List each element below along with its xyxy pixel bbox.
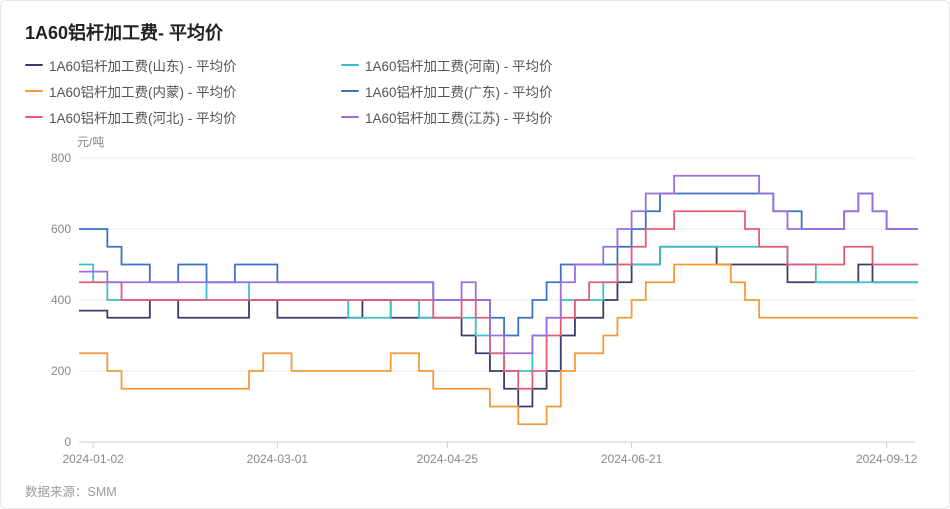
legend-label: 1A60铝杆加工费(山东) - 平均价: [49, 55, 237, 75]
plot-area: 0 200 400 600 800 2024-01-02 2024-03-01 2024-04…: [25, 152, 925, 472]
series-shandong: [79, 247, 918, 407]
y-tick-label: 400: [31, 293, 71, 307]
legend-swatch: [25, 90, 43, 93]
x-tick-label: 2024-01-02: [62, 452, 123, 466]
legend-label: 1A60铝杆加工费(内蒙) - 平均价: [49, 81, 237, 101]
legend-item-jiangsu[interactable]: 1A60铝杆加工费(江苏) - 平均价: [341, 107, 621, 127]
chart-card: 1A60铝杆加工费- 平均价 1A60铝杆加工费(山东) - 平均价1A60铝杆…: [0, 0, 950, 509]
x-tick-label: 2024-06-21: [601, 452, 662, 466]
series-neimeng: [79, 265, 918, 425]
legend-label: 1A60铝杆加工费(广东) - 平均价: [365, 81, 553, 101]
legend: 1A60铝杆加工费(山东) - 平均价 1A60铝杆加工费(河南) - 平均价 1A…: [25, 55, 925, 127]
legend-item-henan[interactable]: 1A60铝杆加工费(河南) - 平均价: [341, 55, 621, 75]
x-tick-label: 2024-04-25: [417, 452, 478, 466]
chart-title: 1A60铝杆加工费- 平均价: [25, 19, 925, 45]
legend-swatch: [341, 90, 359, 93]
x-tick-label: 2024-09-12: [856, 452, 917, 466]
legend-label: 1A60铝杆加工费(河南) - 平均价: [365, 55, 553, 75]
legend-item-neimeng[interactable]: 1A60铝杆加工费(内蒙) - 平均价: [25, 81, 305, 101]
y-tick-label: 200: [31, 364, 71, 378]
chart-svg: [25, 152, 925, 472]
y-tick-label: 0: [31, 435, 71, 449]
legend-swatch: [341, 64, 359, 67]
x-tick-label: 2024-03-01: [247, 452, 308, 466]
y-tick-label: 800: [31, 151, 71, 165]
legend-item-guangdong[interactable]: 1A60铝杆加工费(广东) - 平均价: [341, 81, 621, 101]
y-tick-label: 600: [31, 222, 71, 236]
legend-item-shandong[interactable]: 1A60铝杆加工费(山东) - 平均价: [25, 55, 305, 75]
legend-label: 1A60铝杆加工费(河北) - 平均价: [49, 107, 237, 127]
legend-label: 1A60铝杆加工费(江苏) - 平均价: [365, 107, 553, 127]
legend-swatch: [25, 116, 43, 119]
legend-swatch: [25, 64, 43, 67]
legend-item-hebei[interactable]: 1A60铝杆加工费(河北) - 平均价: [25, 107, 305, 127]
data-source-label: 数据来源：SMM: [25, 481, 117, 500]
y-axis-unit-label: 元/吨: [77, 133, 925, 150]
legend-swatch: [341, 116, 359, 119]
